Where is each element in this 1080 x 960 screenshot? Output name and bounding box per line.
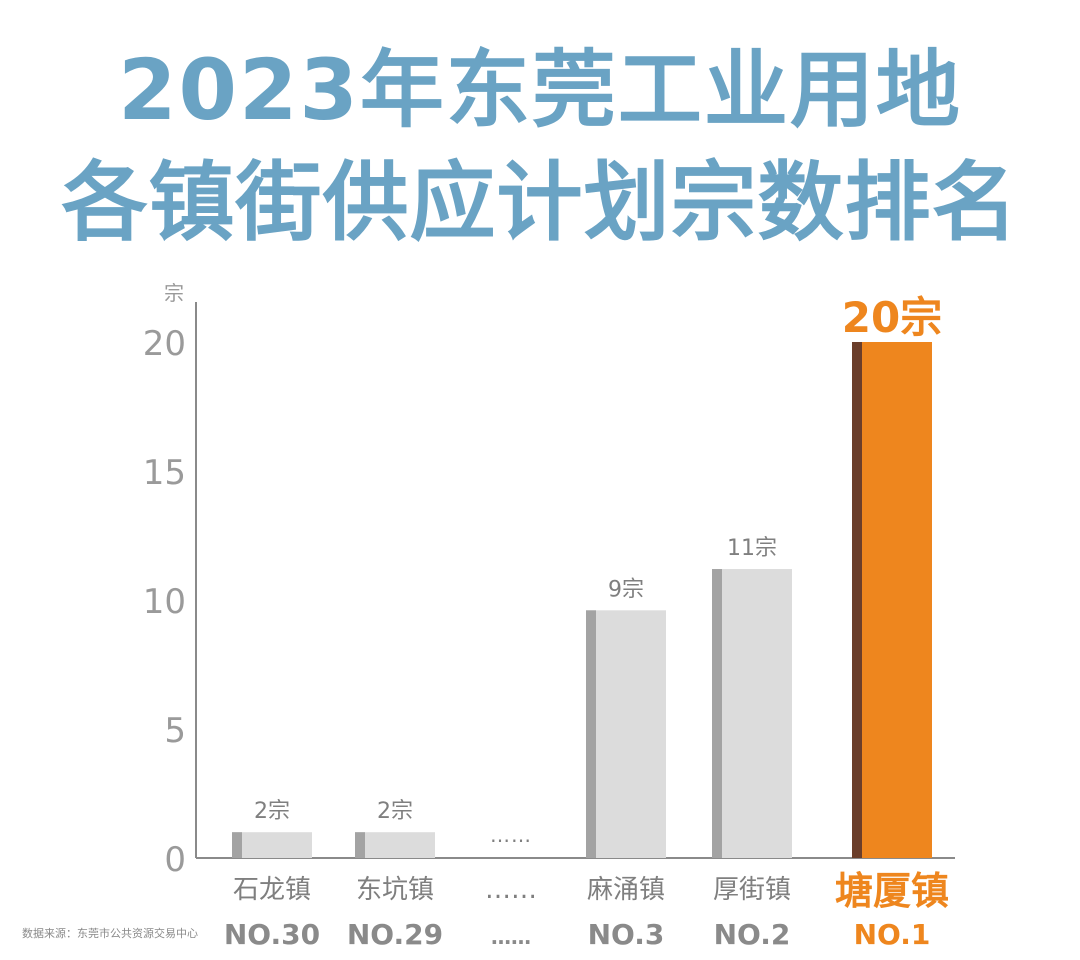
bar — [355, 832, 435, 858]
bar — [232, 832, 312, 858]
y-tick-label: 10 — [143, 582, 186, 622]
rank-label: NO.1 — [854, 918, 931, 951]
bar-value-label: 2宗 — [377, 799, 413, 824]
category-label: 塘厦镇 — [835, 869, 949, 913]
y-tick-label: 20 — [143, 324, 186, 364]
y-tick-label: 5 — [164, 711, 186, 751]
chart-title-line-2: 各镇街供应计划宗数排名 — [61, 153, 1019, 253]
bar-value-label: 20宗 — [842, 293, 942, 342]
data-source-note: 数据来源：东莞市公共资源交易中心 — [22, 927, 198, 940]
rank-label: …… — [491, 925, 531, 949]
y-tick-label: 15 — [143, 453, 186, 493]
bar-side-shade — [712, 569, 722, 858]
category-label: 石龙镇 — [233, 875, 311, 905]
y-tick-label: 0 — [164, 840, 186, 880]
bar-value-label: 2宗 — [254, 799, 290, 824]
chart-title-line-1: 2023年东莞工业用地 — [118, 41, 962, 139]
bar-side-shade — [355, 832, 365, 858]
category-label: 东坑镇 — [356, 875, 434, 905]
rank-label: NO.3 — [588, 918, 665, 951]
gap-ellipsis: …… — [490, 823, 532, 847]
bar — [712, 569, 792, 858]
rank-label: NO.30 — [224, 918, 320, 951]
bar-value-label: 9宗 — [608, 577, 644, 602]
rank-label: NO.29 — [347, 918, 443, 951]
bar-side-shade — [852, 342, 862, 858]
bar-side-shade — [586, 610, 596, 858]
category-label: 厚街镇 — [713, 875, 791, 905]
bar-side-shade — [232, 832, 242, 858]
bar — [586, 610, 666, 858]
category-label: …… — [485, 875, 537, 905]
bar-value-label: 11宗 — [727, 536, 777, 561]
bar — [852, 342, 932, 858]
category-label: 麻涌镇 — [587, 875, 665, 905]
y-axis-unit-label: 宗 — [164, 281, 184, 305]
rank-label: NO.2 — [714, 918, 791, 951]
